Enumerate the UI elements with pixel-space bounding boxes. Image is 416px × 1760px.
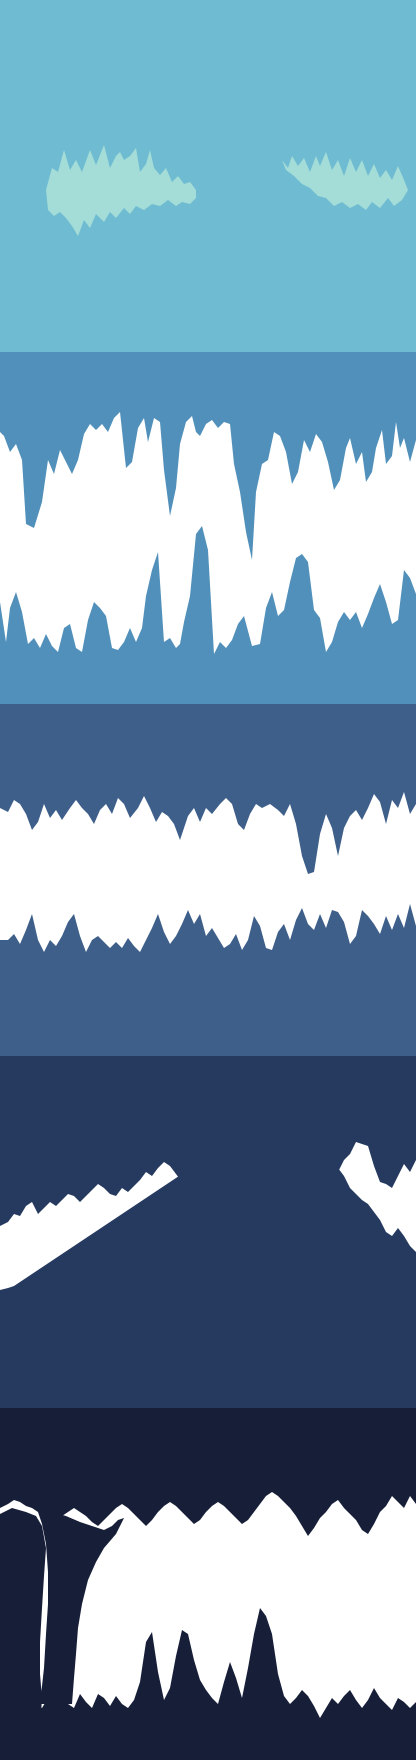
cave-layer-3-svg — [0, 1056, 416, 1408]
cave-layer-4 — [0, 1408, 416, 1760]
cave-3-ceiling — [0, 1056, 416, 1226]
cave-layer-1-svg — [0, 352, 416, 704]
cave-2-ceiling — [0, 704, 416, 874]
cave-layer-2-svg — [0, 704, 416, 1056]
cave-layer-4-svg — [0, 1408, 416, 1760]
cave-4-left-pillar — [0, 1508, 46, 1760]
cave-1-floor — [0, 526, 416, 704]
cave-4-pillar-arch — [38, 1512, 124, 1704]
cave-3-floor — [0, 1114, 416, 1408]
sky-layer-svg — [0, 0, 416, 352]
cave-layer-2 — [0, 704, 416, 1056]
cloud-left — [46, 145, 196, 236]
cave-1-ceiling — [0, 352, 416, 560]
sky-layer — [0, 0, 416, 352]
cave-4-floor — [0, 1608, 416, 1760]
cave-4-ceiling — [0, 1408, 416, 1536]
cave-layer-3 — [0, 1056, 416, 1408]
cave-layer-1 — [0, 352, 416, 704]
cave-2-floor — [0, 904, 416, 1056]
cloud-right — [282, 152, 408, 210]
